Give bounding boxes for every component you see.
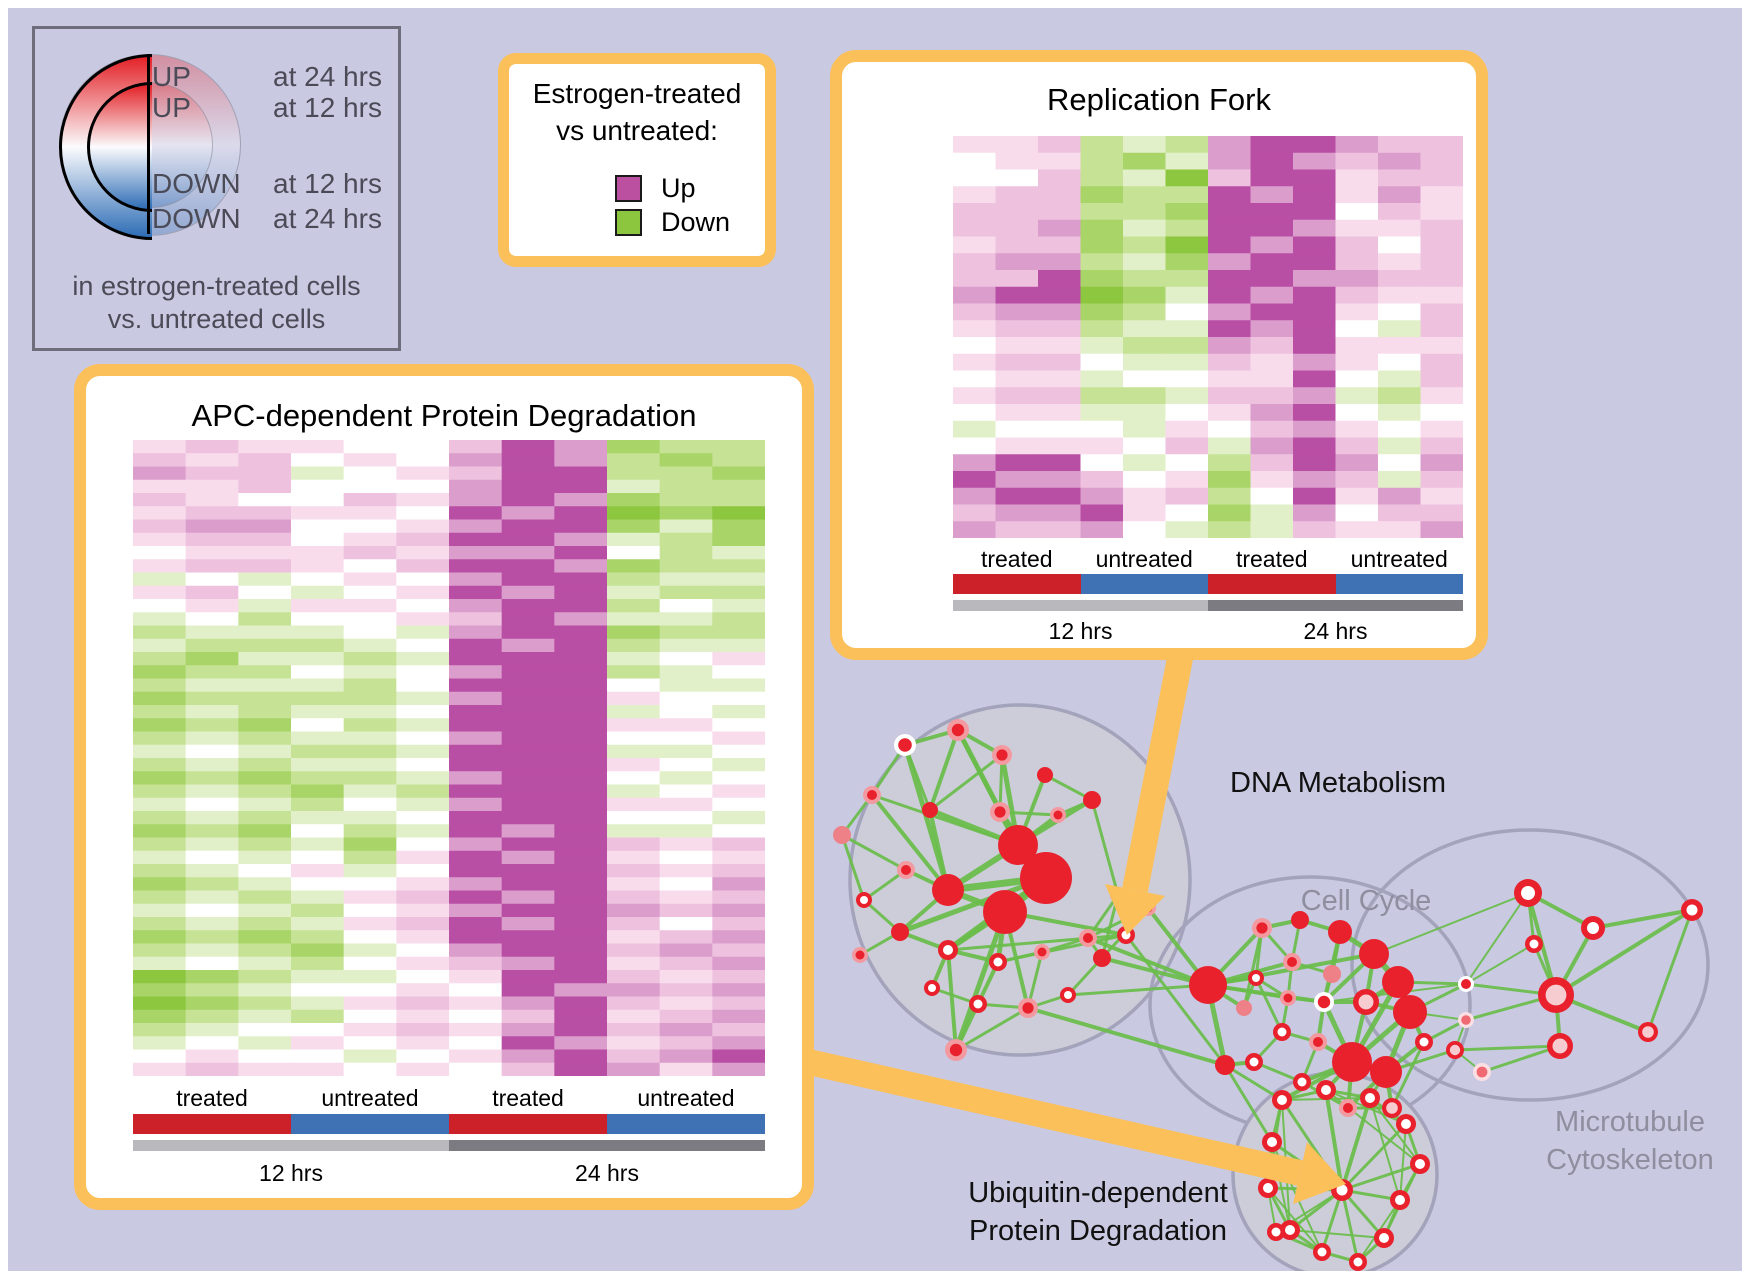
estrogen-legend-title-line1: Estrogen-treated xyxy=(532,78,742,109)
up-color-swatch xyxy=(615,175,642,202)
rep-group-untreated-12: untreated xyxy=(1095,546,1193,572)
time-12hrs-bar xyxy=(133,1140,449,1151)
estrogen-legend-box: Estrogen-treated vs untreated: Up Down xyxy=(498,53,776,267)
treated-bar xyxy=(449,1114,607,1134)
apc-panel-title: APC-dependent Protein Degradation xyxy=(191,398,697,433)
down-24-time: at 24 hrs xyxy=(273,203,382,234)
apc-24hrs-label: 24 hrs xyxy=(575,1160,639,1186)
rep-group-labels: treated untreated treated untreated xyxy=(953,546,1463,573)
replication-fork-panel-title: Replication Fork xyxy=(1047,82,1271,117)
apc-group-untreated-24: untreated xyxy=(637,1085,735,1111)
down-24-direction: DOWN xyxy=(152,203,241,234)
down-label: Down xyxy=(661,207,731,237)
rep-24hrs-label: 24 hrs xyxy=(1303,618,1368,644)
time-24hrs-bar xyxy=(449,1140,765,1151)
estrogen-legend-title-line2: vs untreated: xyxy=(556,115,718,146)
microtubule-label-line1: Microtubule xyxy=(1555,1106,1705,1138)
legend-row-down-24: DOWN at 24 hrs xyxy=(35,203,398,234)
microtubule-label-line2: Cytoskeleton xyxy=(1546,1144,1714,1176)
apc-condition-color-bars xyxy=(133,1114,765,1134)
apc-time-labels: 12 hrs 24 hrs xyxy=(133,1160,765,1187)
treated-bar xyxy=(133,1114,291,1134)
legend-item-up: Up xyxy=(509,173,765,203)
venn-divider-line xyxy=(147,54,150,234)
up-24-time: at 24 hrs xyxy=(273,61,382,92)
ubiquitin-label-line1: Ubiquitin-dependent xyxy=(968,1177,1228,1209)
gene-network-diagram xyxy=(797,645,1710,1271)
replication-fork-panel: Replication Fork treated untreated treat… xyxy=(830,50,1488,660)
down-color-swatch xyxy=(615,209,642,236)
apc-time-bars xyxy=(133,1140,765,1151)
legend-caption-line1: in estrogen-treated cells xyxy=(72,271,361,301)
up-label: Up xyxy=(661,173,696,203)
rep-group-treated-24: treated xyxy=(1235,546,1308,572)
cell-cycle-label: Cell Cycle xyxy=(1300,885,1432,917)
treated-bar xyxy=(1208,574,1336,594)
treated-bar xyxy=(953,574,1081,594)
legend-item-down: Down xyxy=(509,207,765,237)
up-24-direction: UP xyxy=(152,61,191,92)
rep-time-labels: 12 hrs 24 hrs xyxy=(953,618,1463,645)
microtubule-cytoskeleton-label: Microtubule Cytoskeleton xyxy=(1546,1103,1714,1179)
rep-group-untreated-24: untreated xyxy=(1350,546,1448,572)
dna-metabolism-label: DNA Metabolism xyxy=(1230,767,1446,799)
untreated-bar xyxy=(1080,574,1208,594)
legend-caption-line2: vs. untreated cells xyxy=(107,304,326,334)
ubiquitin-label-line2: Protein Degradation xyxy=(969,1215,1227,1247)
time-12hrs-bar xyxy=(953,600,1208,611)
ubiquitin-degradation-label: Ubiquitin-dependent Protein Degradation xyxy=(968,1174,1228,1250)
legend-row-up-24: UP at 24 hrs xyxy=(35,61,398,92)
rep-group-treated-12: treated xyxy=(980,546,1053,572)
down-12-time: at 12 hrs xyxy=(273,168,382,199)
rep-condition-color-bars xyxy=(953,574,1463,594)
figure-background: UP at 24 hrs UP at 12 hrs DOWN at 12 hrs… xyxy=(8,8,1742,1271)
untreated-bar xyxy=(1335,574,1463,594)
up-12-direction: UP xyxy=(152,92,191,123)
apc-group-untreated-12: untreated xyxy=(321,1085,419,1111)
down-12-direction: DOWN xyxy=(152,168,241,199)
apc-degradation-panel: APC-dependent Protein Degradation treate… xyxy=(74,364,814,1210)
updown-legend-box: UP at 24 hrs UP at 12 hrs DOWN at 12 hrs… xyxy=(32,26,401,351)
apc-group-labels: treated untreated treated untreated xyxy=(133,1085,765,1112)
apc-group-treated-24: treated xyxy=(492,1085,564,1111)
legend-row-up-12: UP at 12 hrs xyxy=(35,92,398,123)
time-24hrs-bar xyxy=(1208,600,1463,611)
replication-fork-heatmap xyxy=(953,136,1463,538)
rep-time-bars xyxy=(953,600,1463,611)
rep-12hrs-label: 12 hrs xyxy=(1048,618,1113,644)
apc-group-treated-12: treated xyxy=(176,1085,248,1111)
apc-heatmap xyxy=(133,440,765,1076)
legend-row-down-12: DOWN at 12 hrs xyxy=(35,168,398,199)
up-12-time: at 12 hrs xyxy=(273,92,382,123)
apc-12hrs-label: 12 hrs xyxy=(259,1160,323,1186)
untreated-bar xyxy=(607,1114,765,1134)
untreated-bar xyxy=(291,1114,449,1134)
